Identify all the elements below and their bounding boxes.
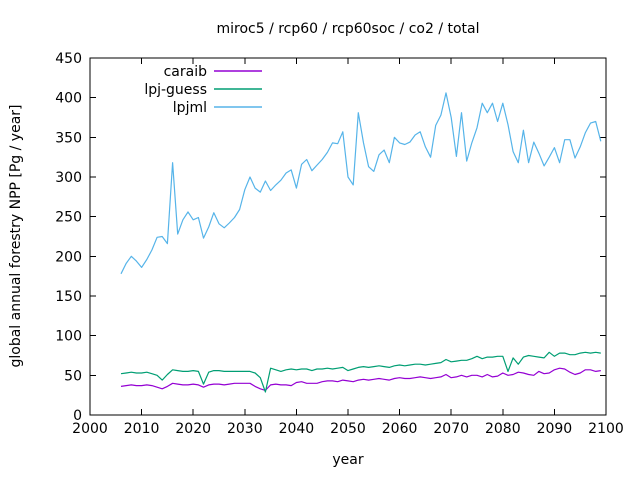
- x-tick-label: 2070: [433, 421, 469, 437]
- chart-title: miroc5 / rcp60 / rcp60soc / co2 / total: [216, 21, 479, 37]
- x-tick-label: 2090: [537, 421, 573, 437]
- x-axis-label: year: [332, 452, 363, 468]
- series-line-lpj-guess: [120, 351, 601, 393]
- y-tick-label: 400: [55, 91, 82, 107]
- y-tick-label: 150: [55, 289, 82, 305]
- plot-area: 2000 2010 2020 2030 2040 2050 2060 2070 2080 2090…: [55, 51, 624, 437]
- legend-label-lpj-guess: lpj-guess: [144, 82, 207, 98]
- y-tick-label: 0: [73, 408, 82, 424]
- y-tick-label: 50: [64, 368, 82, 384]
- y-axis-label: global annual forestry NPP [Pg / year]: [8, 104, 24, 367]
- y-tick-label: 200: [55, 249, 82, 265]
- series-line-lpjml: [120, 92, 602, 275]
- x-tick-label: 2000: [72, 421, 108, 437]
- legend: caraib lpj-guess lpjml: [144, 64, 262, 116]
- x-tick-label: 2030: [227, 421, 263, 437]
- y-tick-label: 300: [55, 170, 82, 186]
- legend-label-lpjml: lpjml: [173, 100, 207, 116]
- y-tick-label: 100: [55, 329, 82, 345]
- x-tick-label: 2100: [588, 421, 624, 437]
- y-tick-label: 450: [55, 51, 82, 67]
- x-tick-label: 2050: [330, 421, 366, 437]
- x-tick-label: 2080: [485, 421, 521, 437]
- x-tick-label: 2020: [175, 421, 211, 437]
- x-tick-label: 2040: [279, 421, 315, 437]
- x-tick-label: 2060: [382, 421, 418, 437]
- y-tick-label: 250: [55, 210, 82, 226]
- legend-label-caraib: caraib: [164, 64, 208, 80]
- y-tick-label: 350: [55, 130, 82, 146]
- x-tick-label: 2010: [124, 421, 160, 437]
- series-line-caraib: [120, 367, 601, 391]
